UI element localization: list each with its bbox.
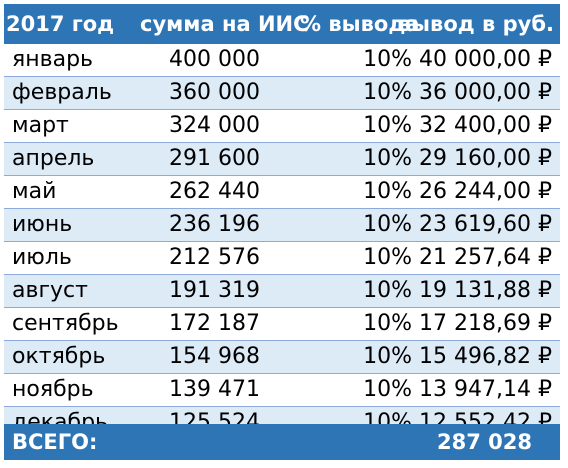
- table-row: июль 212 576 10% 21 257,64 ₽: [4, 242, 560, 275]
- cell-month: апрель: [12, 146, 95, 171]
- total-value: 287 028: [437, 430, 532, 454]
- cell-month: сентябрь: [12, 311, 119, 336]
- table-row: апрель 291 600 10% 29 160,00 ₽: [4, 143, 560, 176]
- table-row: январь 400 000 10% 40 000,00 ₽: [4, 44, 560, 77]
- cell-month: август: [12, 278, 88, 303]
- cell-month: март: [12, 113, 69, 138]
- table-header: 2017 год сумма на ИИС % вывода вывод в р…: [4, 4, 560, 44]
- cell-sum: 191 319: [169, 278, 260, 303]
- table-row: март 324 000 10% 32 400,00 ₽: [4, 110, 560, 143]
- header-percent: % вывода: [300, 12, 420, 36]
- cell-percent: 10%: [363, 146, 412, 171]
- header-month: 2017 год: [6, 12, 115, 36]
- cell-withdrawal: 13 947,14 ₽: [419, 377, 552, 402]
- cell-percent: 10%: [363, 311, 412, 336]
- cell-percent: 10%: [363, 80, 412, 105]
- cell-percent: 10%: [363, 377, 412, 402]
- cell-sum: 212 576: [169, 245, 260, 270]
- cell-withdrawal: 21 257,64 ₽: [419, 245, 552, 270]
- table-row: ноябрь 139 471 10% 13 947,14 ₽: [4, 374, 560, 407]
- header-withdrawal: вывод в руб.: [397, 12, 554, 36]
- cell-month: июль: [12, 245, 72, 270]
- cell-sum: 360 000: [169, 80, 260, 105]
- table-row: май 262 440 10% 26 244,00 ₽: [4, 176, 560, 209]
- table-row: февраль 360 000 10% 36 000,00 ₽: [4, 77, 560, 110]
- cell-percent: 10%: [363, 212, 412, 237]
- cell-withdrawal: 19 131,88 ₽: [419, 278, 552, 303]
- cell-sum: 262 440: [169, 179, 260, 204]
- cell-sum: 139 471: [169, 377, 260, 402]
- cell-month: июнь: [12, 212, 73, 237]
- cell-month: февраль: [12, 80, 112, 105]
- cell-sum: 291 600: [169, 146, 260, 171]
- cell-withdrawal: 36 000,00 ₽: [419, 80, 552, 105]
- table-body: январь 400 000 10% 40 000,00 ₽ февраль 3…: [4, 44, 560, 440]
- cell-sum: 324 000: [169, 113, 260, 138]
- cell-month: май: [12, 179, 57, 204]
- cell-percent: 10%: [363, 113, 412, 138]
- table-row: сентябрь 172 187 10% 17 218,69 ₽: [4, 308, 560, 341]
- cell-month: январь: [12, 47, 93, 72]
- cell-percent: 10%: [363, 245, 412, 270]
- table-footer: ВСЕГО: 287 028: [4, 424, 560, 460]
- cell-withdrawal: 17 218,69 ₽: [419, 311, 552, 336]
- cell-sum: 236 196: [169, 212, 260, 237]
- cell-sum: 400 000: [169, 47, 260, 72]
- cell-withdrawal: 32 400,00 ₽: [419, 113, 552, 138]
- cell-withdrawal: 15 496,82 ₽: [419, 344, 552, 369]
- cell-month: октябрь: [12, 344, 106, 369]
- cell-month: ноябрь: [12, 377, 94, 402]
- table-row: октябрь 154 968 10% 15 496,82 ₽: [4, 341, 560, 374]
- cell-withdrawal: 26 244,00 ₽: [419, 179, 552, 204]
- total-label: ВСЕГО:: [12, 430, 98, 454]
- cell-percent: 10%: [363, 278, 412, 303]
- header-sum: сумма на ИИС: [140, 12, 309, 36]
- cell-percent: 10%: [363, 344, 412, 369]
- cell-percent: 10%: [363, 179, 412, 204]
- cell-sum: 154 968: [169, 344, 260, 369]
- table-row: июнь 236 196 10% 23 619,60 ₽: [4, 209, 560, 242]
- cell-sum: 172 187: [169, 311, 260, 336]
- table-row: август 191 319 10% 19 131,88 ₽: [4, 275, 560, 308]
- cell-withdrawal: 23 619,60 ₽: [419, 212, 552, 237]
- cell-withdrawal: 40 000,00 ₽: [419, 47, 552, 72]
- cell-percent: 10%: [363, 47, 412, 72]
- cell-withdrawal: 29 160,00 ₽: [419, 146, 552, 171]
